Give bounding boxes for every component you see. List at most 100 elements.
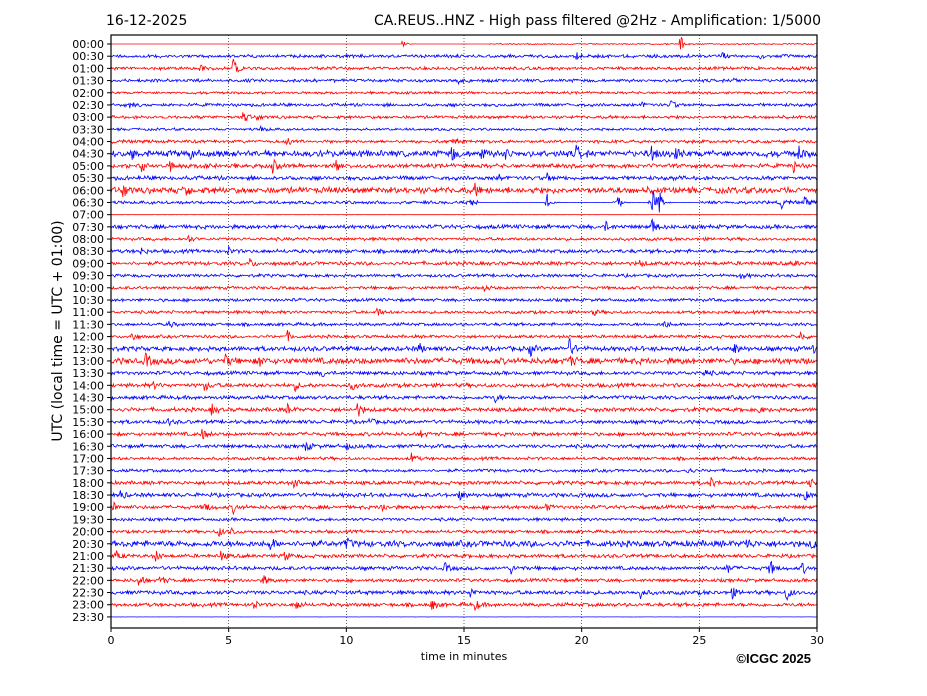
trace-0030 — [110, 52, 818, 61]
y-tick-label: 05:00 — [72, 160, 104, 173]
chart-title: CA.REUS..HNZ - High pass filtered @2Hz -… — [374, 13, 821, 29]
trace-2130 — [110, 560, 818, 575]
trace-1900 — [110, 501, 818, 516]
y-tick-label: 17:30 — [72, 465, 104, 478]
trace-0630 — [110, 190, 818, 213]
y-tick-label: 19:30 — [72, 513, 104, 526]
trace-1430 — [110, 394, 818, 404]
x-tick-label: 15 — [457, 634, 471, 647]
trace-0000 — [111, 36, 818, 50]
y-tick-label: 10:00 — [72, 282, 104, 295]
trace-1630 — [110, 441, 818, 452]
trace-0600 — [110, 182, 818, 197]
y-tick-label: 15:00 — [72, 404, 104, 417]
trace-1330 — [110, 369, 818, 378]
x-tick-label: 10 — [339, 634, 353, 647]
y-tick-label: 13:30 — [72, 367, 104, 380]
trace-1030 — [110, 297, 818, 303]
y-tick-label: 13:00 — [72, 355, 104, 368]
trace-0830 — [110, 245, 818, 255]
y-tick-label: 11:30 — [72, 318, 104, 331]
y-tick-label: 23:00 — [72, 599, 104, 612]
trace-1530 — [110, 417, 818, 427]
y-tick-label: 07:00 — [72, 209, 104, 222]
trace-1100 — [110, 307, 818, 317]
x-tick-label: 30 — [810, 634, 824, 647]
trace-2030 — [110, 537, 818, 551]
y-tick-label: 16:30 — [72, 440, 104, 453]
y-tick-label: 02:00 — [72, 87, 104, 100]
trace-0900 — [110, 258, 818, 267]
y-tick-label: 01:30 — [72, 75, 104, 88]
trace-2230 — [110, 587, 818, 602]
trace-2000 — [110, 526, 818, 538]
y-tick-label: 22:30 — [72, 587, 104, 600]
y-tick-label: 00:30 — [72, 50, 104, 63]
y-tick-label: 17:00 — [72, 452, 104, 465]
copyright: ©ICGC 2025 — [736, 651, 811, 666]
trace-0800 — [110, 234, 818, 243]
y-tick-label: 22:00 — [72, 574, 104, 587]
y-tick-label: 08:00 — [72, 233, 104, 246]
trace-2300 — [110, 600, 818, 611]
trace-1700 — [110, 452, 818, 462]
y-tick-label: 12:30 — [72, 343, 104, 356]
y-tick-labels: 00:0000:3001:0001:3002:0002:3003:0003:30… — [72, 38, 111, 624]
y-tick-label: 05:30 — [72, 172, 104, 185]
y-tick-label: 21:30 — [72, 562, 104, 575]
trace-0730 — [110, 218, 818, 232]
trace-1400 — [110, 381, 818, 393]
trace-0430 — [110, 144, 818, 161]
y-tick-label: 11:00 — [72, 306, 104, 319]
y-tick-label: 10:30 — [72, 294, 104, 307]
x-axis-label: time in minutes — [421, 650, 508, 663]
y-tick-label: 12:00 — [72, 331, 104, 344]
trace-0200 — [110, 90, 818, 96]
y-tick-label: 20:30 — [72, 538, 104, 551]
x-tick-labels: 0 5 10 15 20 25 30 — [108, 628, 824, 647]
trace-1830 — [110, 490, 818, 501]
y-tick-label: 08:30 — [72, 245, 104, 258]
trace-1130 — [110, 320, 818, 329]
trace-1200 — [110, 330, 818, 342]
y-tick-label: 14:00 — [72, 379, 104, 392]
x-tick-label: 5 — [225, 634, 232, 647]
y-tick-label: 04:00 — [72, 136, 104, 149]
y-tick-label: 04:30 — [72, 148, 104, 161]
y-tick-label: 23:30 — [72, 611, 104, 624]
y-tick-label: 15:30 — [72, 416, 104, 429]
trace-2200 — [110, 575, 818, 586]
y-tick-label: 21:00 — [72, 550, 104, 563]
trace-1800 — [110, 477, 818, 489]
trace-2100 — [110, 550, 818, 562]
seismic-traces — [110, 36, 818, 618]
trace-1930 — [110, 516, 818, 523]
trace-0530 — [110, 172, 818, 182]
trace-1500 — [110, 402, 818, 417]
y-tick-label: 19:00 — [72, 501, 104, 514]
y-tick-label: 18:00 — [72, 477, 104, 490]
trace-1730 — [110, 467, 818, 474]
trace-0930 — [110, 272, 818, 280]
y-axis-label: UTC (local time = UTC + 01:00) — [50, 220, 66, 441]
trace-0300 — [110, 112, 818, 122]
y-tick-label: 07:30 — [72, 221, 104, 234]
trace-1230 — [110, 337, 818, 358]
chart-date: 16-12-2025 — [106, 13, 187, 29]
grid-lines — [228, 35, 700, 628]
y-tick-label: 09:00 — [72, 257, 104, 270]
y-tick-label: 14:30 — [72, 392, 104, 405]
y-tick-label: 20:00 — [72, 526, 104, 539]
y-tick-label: 06:30 — [72, 196, 104, 209]
trace-0500 — [110, 158, 818, 174]
trace-0100 — [110, 58, 818, 73]
y-tick-label: 03:30 — [72, 123, 104, 136]
y-tick-label: 01:00 — [72, 62, 104, 75]
y-tick-label: 16:00 — [72, 428, 104, 441]
x-tick-label: 0 — [108, 634, 115, 647]
y-tick-label: 03:00 — [72, 111, 104, 124]
y-tick-label: 06:00 — [72, 184, 104, 197]
y-tick-label: 09:30 — [72, 270, 104, 283]
plot-frame — [110, 34, 818, 629]
